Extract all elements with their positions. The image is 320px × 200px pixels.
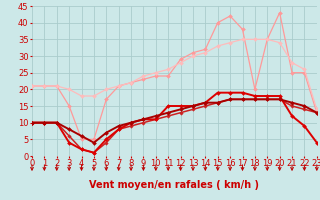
X-axis label: Vent moyen/en rafales ( km/h ): Vent moyen/en rafales ( km/h ) — [89, 180, 260, 190]
